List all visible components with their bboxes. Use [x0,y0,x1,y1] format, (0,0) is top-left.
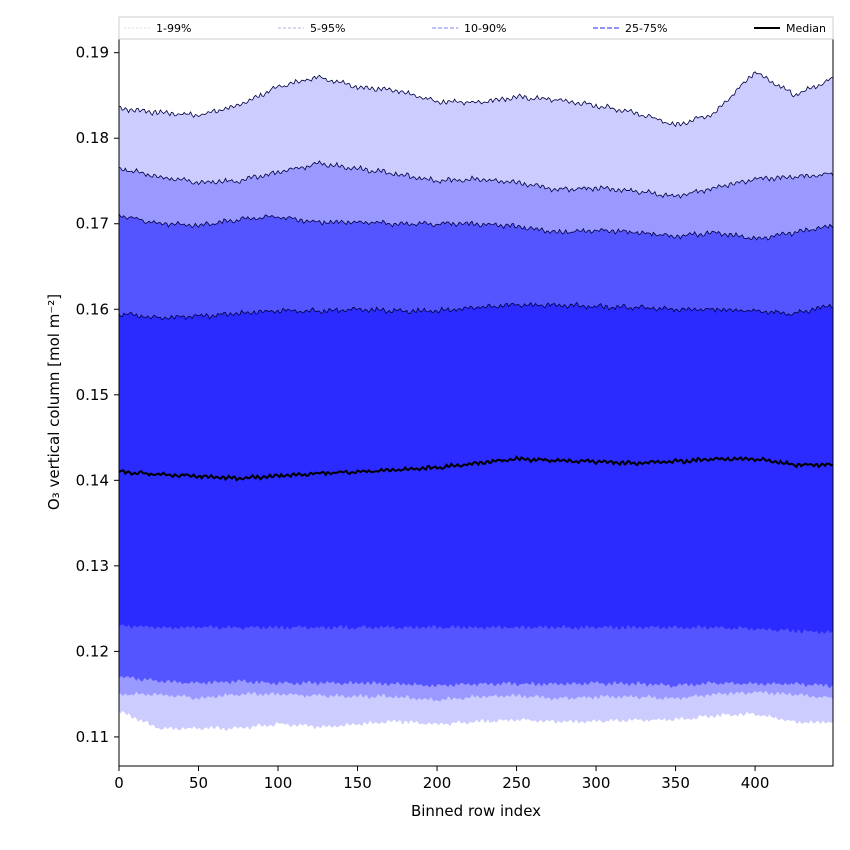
x-tick-label: 200 [423,774,452,792]
legend-label: Median [786,22,826,35]
legend: 1-99% 5-95% 10-90% 25-75% Median [118,16,834,40]
x-axis-title: Binned row index [411,802,541,820]
y-tick-label: 0.12 [76,642,109,660]
band-edge-band_1_99 [118,71,834,128]
x-tick-label: 100 [264,774,293,792]
legend-label: 5-95% [310,22,345,35]
x-tick-label: 250 [502,774,531,792]
y-tick-label: 0.19 [76,44,109,62]
band-edge-band_5_95 [118,160,834,199]
x-tick-label: 150 [343,774,372,792]
legend-frame [118,16,834,40]
legend-label: 25-75% [625,22,667,35]
x-axis-ticks: 0 50 100 150 200 250 300 350 400 [114,766,769,792]
x-tick-label: 0 [114,774,124,792]
y-tick-label: 0.17 [76,215,109,233]
x-tick-label: 300 [582,774,611,792]
median-layer [118,455,834,482]
band-band_25_75 [119,302,833,635]
y-tick-label: 0.14 [76,471,109,489]
y-tick-label: 0.15 [76,386,109,404]
median-line [118,455,834,482]
legend-label: 1-99% [156,22,191,35]
x-tick-label: 400 [741,774,770,792]
y-axis-title: O₃ vertical column [mol m⁻²] [45,294,63,510]
legend-label: 10-90% [464,22,506,35]
band-edge-band_10_90 [118,213,834,241]
y-tick-label: 0.13 [76,557,109,575]
y-tick-label: 0.18 [76,129,109,147]
band-edge-band_25_75 [118,301,834,321]
y-tick-label: 0.11 [76,728,109,746]
percentile-bands [118,71,834,731]
x-tick-label: 50 [189,774,208,792]
y-axis-ticks: 0.11 0.12 0.13 0.14 0.15 0.16 0.17 0.18 0.19 [76,44,119,746]
y-tick-label: 0.16 [76,300,109,318]
x-tick-label: 350 [661,774,690,792]
